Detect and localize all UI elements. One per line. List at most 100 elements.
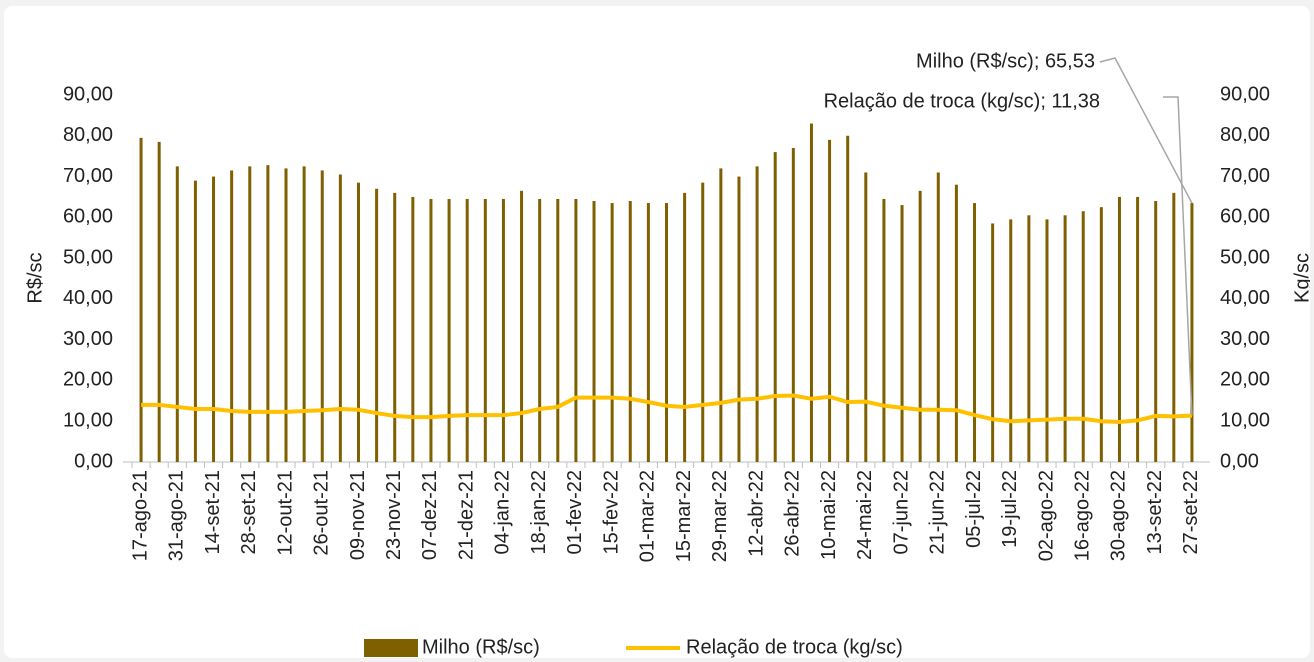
bar xyxy=(1172,192,1176,462)
bar xyxy=(773,152,777,463)
y2-tick-label: 10,00 xyxy=(1220,410,1270,432)
bar xyxy=(628,201,632,462)
bar xyxy=(954,184,958,462)
bar xyxy=(302,166,306,462)
y2-tick-label: 60,00 xyxy=(1220,206,1270,228)
bar xyxy=(1063,215,1067,462)
x-tick-label: 12-out-21 xyxy=(274,470,296,556)
bar xyxy=(755,166,759,462)
bar xyxy=(501,198,505,462)
bar xyxy=(375,188,379,463)
bar xyxy=(320,170,324,462)
bar xyxy=(1081,211,1085,462)
bar xyxy=(393,192,397,462)
bar xyxy=(266,165,270,463)
legend-swatch xyxy=(364,639,418,657)
bar xyxy=(809,123,813,463)
bar xyxy=(284,168,288,462)
y-tick-label: 50,00 xyxy=(63,246,113,268)
y2-tick-label: 20,00 xyxy=(1220,369,1270,391)
x-tick-label: 01-fev-22 xyxy=(564,470,586,555)
x-tick-label: 02-ago-22 xyxy=(1035,470,1057,561)
bar xyxy=(592,201,596,462)
x-tick-label: 21-dez-21 xyxy=(455,470,477,560)
bar xyxy=(157,141,161,462)
bar xyxy=(574,198,578,462)
x-tick-label: 18-jan-22 xyxy=(528,470,550,555)
bar xyxy=(737,176,741,463)
x-tick-label: 29-mar-22 xyxy=(709,470,731,562)
bar xyxy=(973,203,977,463)
x-tick-label: 21-jun-22 xyxy=(927,470,949,555)
x-tick-label: 12-abr-22 xyxy=(745,470,767,557)
chart: R$/sc Kg/sc 0,00 10,00 20,00 30,00 40,00 50,0… xyxy=(24,50,1310,658)
y2-tick-label: 50,00 xyxy=(1220,246,1270,268)
y2-tick-label: 30,00 xyxy=(1220,328,1270,350)
y-tick-label: 0,00 xyxy=(74,450,113,472)
bar xyxy=(1154,201,1158,462)
y-tick-label: 30,00 xyxy=(63,328,113,350)
y-tick-label: 90,00 xyxy=(63,83,113,105)
bar xyxy=(483,198,487,462)
bar xyxy=(447,198,451,462)
bar xyxy=(665,203,668,463)
y-axis-label: R$/sc xyxy=(24,252,46,303)
x-tick-label: 15-mar-22 xyxy=(673,470,695,562)
bar xyxy=(411,196,415,462)
bar xyxy=(556,198,560,462)
bar xyxy=(520,190,524,463)
bar xyxy=(900,205,904,462)
x-tick-label: 07-dez-21 xyxy=(419,470,441,560)
x-tick-label: 26-out-21 xyxy=(311,470,333,556)
x-tick-label: 07-jun-22 xyxy=(890,470,912,555)
bar xyxy=(828,139,832,462)
y2-tick-label: 40,00 xyxy=(1220,287,1270,309)
y2-tick-label: 90,00 xyxy=(1220,83,1270,105)
bar xyxy=(864,172,868,462)
bar xyxy=(465,198,469,462)
x-tick-label: 28-set-21 xyxy=(238,470,260,555)
bar xyxy=(701,182,705,462)
bar xyxy=(610,203,614,463)
bar xyxy=(1009,219,1013,462)
y-tick-label: 40,00 xyxy=(63,287,113,309)
bar xyxy=(538,198,542,462)
annotation: Milho (R$/sc); 65,53 xyxy=(916,50,1095,72)
bar xyxy=(882,198,886,462)
y2-tick-label: 0,00 xyxy=(1220,450,1259,472)
legend-label: Milho (R$/sc) xyxy=(422,636,540,658)
x-tick-label: 10-mai-22 xyxy=(818,470,840,560)
y2-axis-label: Kg/sc xyxy=(1291,253,1310,303)
x-tick-label: 01-mar-22 xyxy=(637,470,659,562)
bar xyxy=(1136,196,1140,462)
bar xyxy=(338,174,342,462)
x-tick-label: 16-ago-22 xyxy=(1072,470,1094,561)
x-tick-label: 14-set-21 xyxy=(202,470,224,555)
bar xyxy=(212,176,216,463)
y-tick-label: 80,00 xyxy=(63,124,113,146)
bar xyxy=(248,166,252,462)
x-tick-label: 27-set-22 xyxy=(1180,470,1202,555)
chart-card: R$/sc Kg/sc 0,00 10,00 20,00 30,00 40,00 50,0… xyxy=(4,6,1310,658)
x-tick-label: 24-mai-22 xyxy=(854,470,876,560)
bar xyxy=(991,223,995,462)
bar xyxy=(356,182,360,462)
bar xyxy=(1027,215,1031,462)
y-tick-label: 20,00 xyxy=(63,369,113,391)
bar xyxy=(139,137,143,463)
bar xyxy=(1117,196,1121,462)
x-tick-label: 05-jul-22 xyxy=(963,470,985,548)
bar xyxy=(1190,203,1194,463)
y-tick-label: 70,00 xyxy=(63,165,113,187)
leader-line xyxy=(1099,57,1193,204)
bar xyxy=(646,203,650,463)
x-tick-label: 23-nov-21 xyxy=(383,470,405,560)
y2-tick-label: 80,00 xyxy=(1220,124,1270,146)
bar xyxy=(791,148,795,462)
x-tick-label: 15-fev-22 xyxy=(600,470,622,555)
x-tick-label: 04-jan-22 xyxy=(492,470,514,555)
bar xyxy=(846,135,850,462)
bar xyxy=(918,190,922,463)
bar xyxy=(1099,207,1103,462)
bar xyxy=(193,180,197,462)
